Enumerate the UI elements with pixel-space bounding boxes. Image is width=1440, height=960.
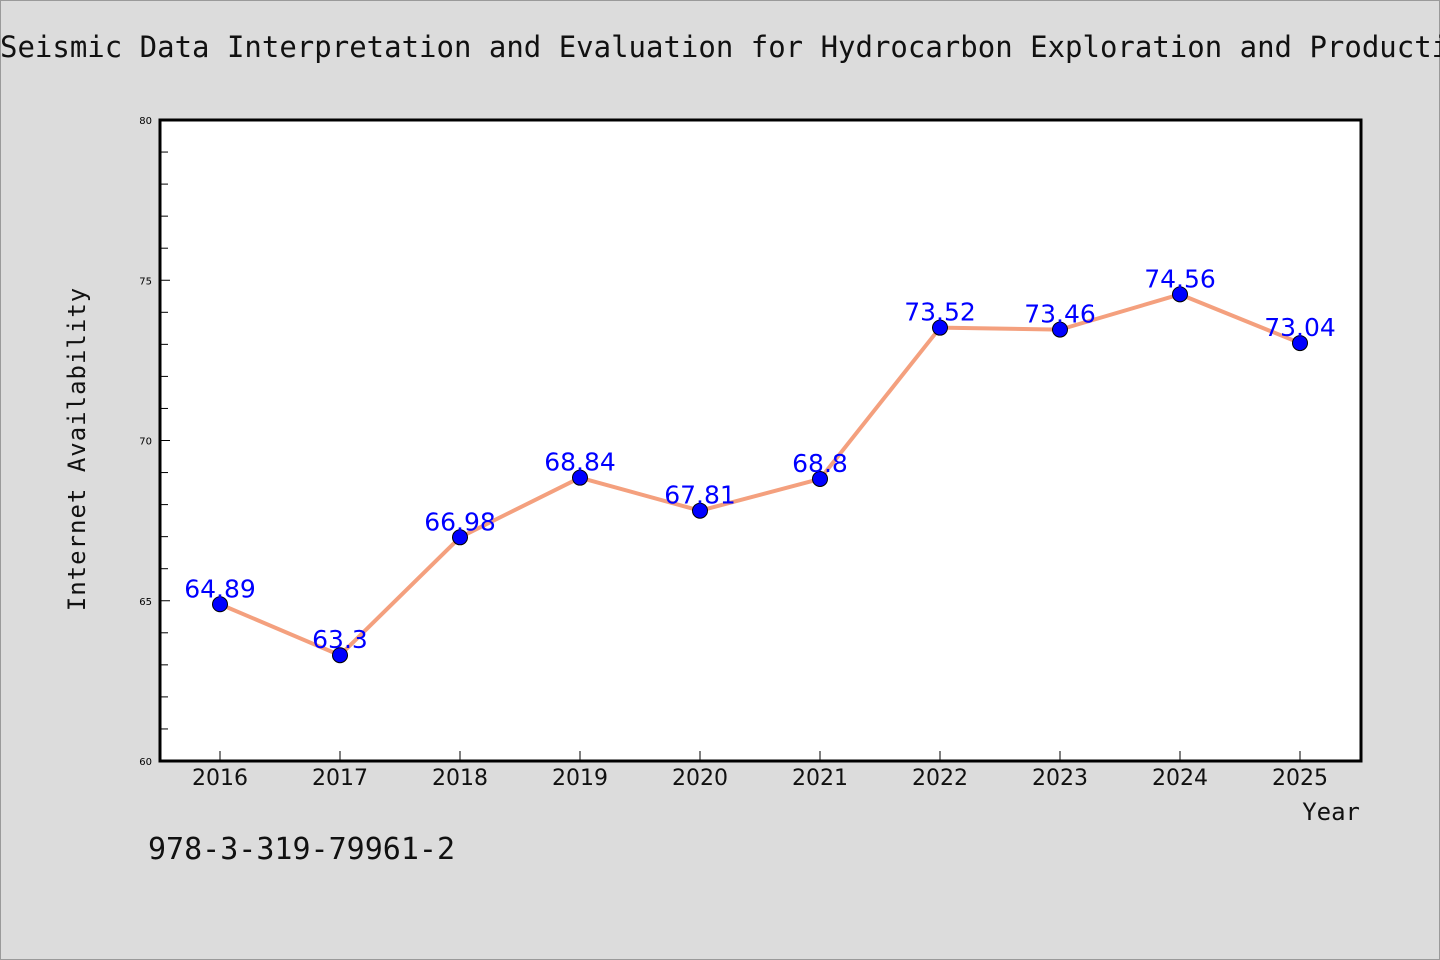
data-point (1292, 335, 1308, 352)
data-label: 68.8 (792, 449, 848, 478)
data-label: 64.89 (184, 574, 256, 603)
data-label: 67.81 (664, 481, 736, 510)
footer-code: 978-3-319-79961-2 (148, 832, 456, 867)
data-label: 68.84 (544, 448, 616, 477)
data-label: 73.04 (1264, 313, 1336, 342)
plot-area (158, 118, 1363, 763)
x-tick-label: 2017 (312, 766, 368, 791)
data-label: 73.46 (1024, 300, 1096, 329)
data-label: 73.52 (904, 298, 976, 327)
data-point (332, 647, 348, 664)
x-tick-label: 2019 (552, 766, 608, 791)
data-point (812, 470, 828, 487)
data-label: 63.3 (312, 625, 368, 654)
data-point (692, 502, 708, 519)
data-point (1052, 321, 1068, 338)
x-tick-label: 2023 (1032, 766, 1088, 791)
y-tick-label: 80 (139, 116, 152, 127)
data-label: 74.56 (1144, 264, 1216, 293)
data-point (932, 319, 948, 336)
series-line (219, 292, 1301, 658)
x-tick-label: 2020 (672, 766, 728, 791)
x-tick-label: 2022 (912, 766, 968, 791)
y-axis-label: Internet Availability (63, 287, 91, 611)
x-axis: 2016 2017 2018 2019 2020 2021 2022 2023 2024 2025 (192, 751, 1328, 791)
x-tick-label: 2018 (432, 766, 488, 791)
chart-title: Seismic Data Interpretation and Evaluati… (0, 30, 1440, 64)
x-tick-label: 2025 (1272, 766, 1328, 791)
data-point (572, 469, 588, 486)
y-tick-label: 60 (139, 757, 152, 768)
data-point (1172, 286, 1188, 303)
y-axis: 60 65 70 75 80 (139, 116, 170, 768)
y-tick-label: 75 (139, 276, 152, 287)
x-tick-label: 2016 (192, 766, 248, 791)
x-tick-label: 2021 (792, 766, 848, 791)
y-tick-label: 70 (139, 437, 152, 448)
data-labels: 64.89 63.3 66.98 68.84 67.81 68.8 73.52 73.46 74… (184, 264, 1336, 654)
data-markers (212, 286, 1308, 664)
x-tick-label: 2024 (1152, 766, 1208, 791)
data-point (212, 596, 228, 613)
x-axis-label: Year (1302, 798, 1360, 826)
y-tick-label: 65 (139, 597, 152, 608)
data-point (452, 529, 468, 546)
data-label: 66.98 (424, 507, 496, 536)
